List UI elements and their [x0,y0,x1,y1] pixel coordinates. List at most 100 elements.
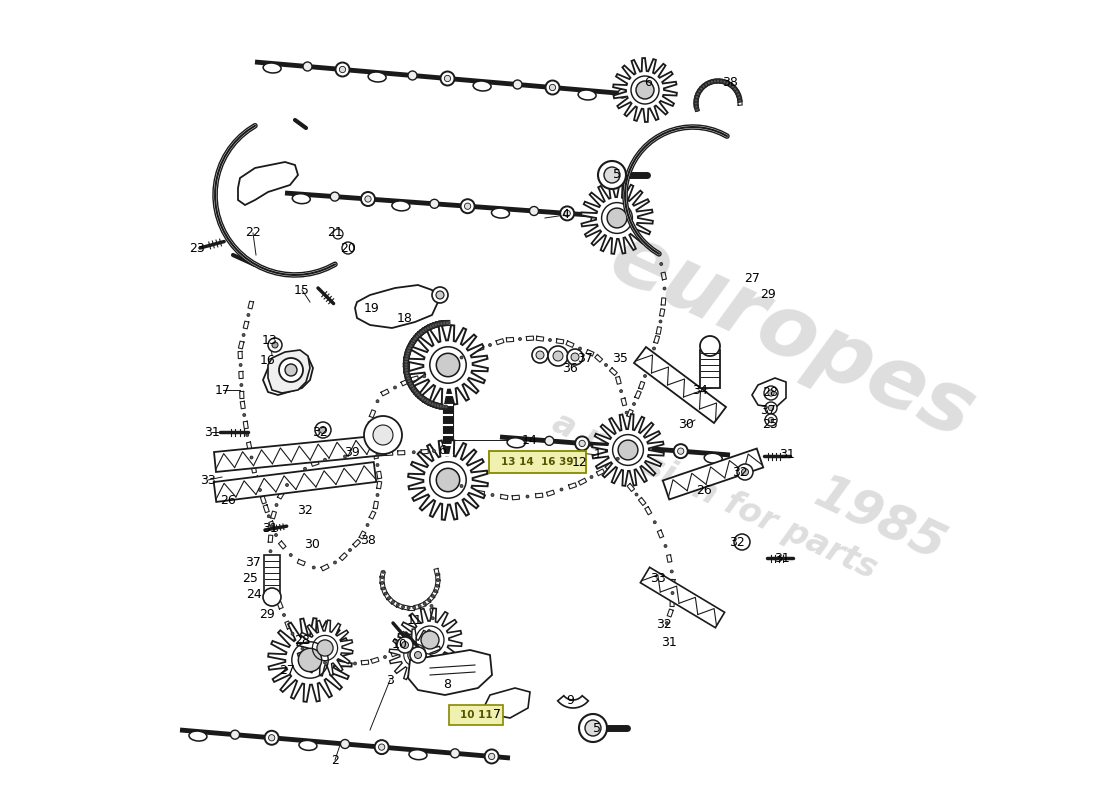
Circle shape [440,71,454,86]
Circle shape [564,210,571,217]
Text: 33: 33 [650,571,666,585]
Circle shape [349,549,352,551]
Circle shape [460,356,463,359]
Circle shape [513,80,522,89]
Text: 28: 28 [762,386,778,399]
Circle shape [707,82,711,85]
Circle shape [460,485,463,487]
Circle shape [330,192,339,201]
Circle shape [384,592,387,595]
Circle shape [768,390,774,396]
Ellipse shape [704,454,723,463]
Circle shape [411,338,416,342]
Text: 16: 16 [260,354,276,366]
Circle shape [432,287,448,303]
Circle shape [268,338,282,352]
Circle shape [549,84,556,90]
Text: 2: 2 [331,754,339,766]
Ellipse shape [293,194,310,204]
Text: 1985: 1985 [807,469,953,571]
Circle shape [768,406,773,410]
Text: 8: 8 [443,678,451,691]
Circle shape [392,601,395,604]
Circle shape [319,426,327,434]
Circle shape [419,330,424,334]
Circle shape [414,337,417,340]
Circle shape [268,734,275,741]
Circle shape [323,458,327,462]
Text: 30: 30 [678,418,694,431]
Circle shape [764,414,777,426]
Text: 33: 33 [200,474,216,486]
Text: 10: 10 [392,638,408,651]
Circle shape [436,291,444,299]
Text: 21: 21 [327,226,343,238]
Circle shape [333,561,337,564]
Text: 12: 12 [572,455,587,469]
Text: 5: 5 [613,169,621,182]
Circle shape [618,89,627,98]
Text: 13: 13 [262,334,278,346]
Circle shape [283,614,286,617]
Circle shape [274,583,276,586]
Circle shape [664,545,667,547]
Circle shape [382,587,385,590]
Circle shape [428,598,431,602]
Text: europes: europes [596,215,988,457]
Text: 32: 32 [297,503,312,517]
Circle shape [427,326,430,330]
Text: 10 11: 10 11 [460,710,493,720]
Ellipse shape [409,750,427,760]
Circle shape [426,399,429,403]
Circle shape [700,87,703,90]
Text: 32: 32 [312,426,328,438]
Circle shape [663,287,666,290]
Circle shape [644,374,647,378]
Text: 9: 9 [566,694,574,706]
Circle shape [732,85,734,88]
Text: a passion for parts: a passion for parts [548,406,882,586]
Ellipse shape [606,446,624,455]
Circle shape [529,206,539,215]
Polygon shape [663,449,763,499]
Bar [700,350,720,388]
Text: 28: 28 [294,634,310,646]
Circle shape [636,81,654,99]
Circle shape [376,494,380,497]
Circle shape [694,102,697,105]
Circle shape [405,357,408,361]
Circle shape [671,591,674,594]
Circle shape [412,450,416,454]
Circle shape [695,96,698,98]
Circle shape [436,573,439,576]
Text: 32: 32 [656,618,672,631]
Circle shape [652,347,656,350]
Circle shape [560,206,574,220]
Circle shape [431,324,436,327]
Text: 31: 31 [262,522,278,534]
Circle shape [301,647,304,650]
Polygon shape [558,696,589,708]
Circle shape [436,404,440,407]
Circle shape [444,405,448,409]
Circle shape [579,714,607,742]
Text: 34: 34 [692,383,708,397]
Circle shape [437,578,439,582]
Ellipse shape [364,416,402,454]
Circle shape [728,83,732,86]
Text: 26: 26 [696,483,712,497]
Circle shape [405,370,408,374]
Circle shape [653,521,657,524]
Text: 31: 31 [661,637,676,650]
Circle shape [421,329,426,333]
Text: 15: 15 [294,283,310,297]
Circle shape [764,386,778,400]
Text: 26: 26 [220,494,235,506]
Circle shape [275,534,277,537]
Circle shape [430,199,439,208]
Text: 27: 27 [279,663,295,677]
Circle shape [604,167,620,183]
Circle shape [491,494,494,497]
Circle shape [432,450,436,453]
Circle shape [275,503,278,506]
